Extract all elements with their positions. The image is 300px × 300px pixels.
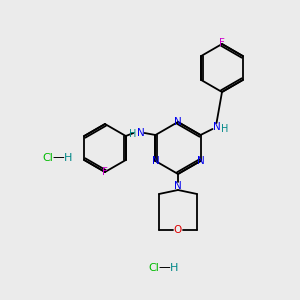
Text: N: N xyxy=(152,156,159,166)
Text: N: N xyxy=(136,128,144,138)
Text: H: H xyxy=(64,153,72,163)
Text: H: H xyxy=(170,263,178,273)
Text: N: N xyxy=(213,122,220,132)
Text: F: F xyxy=(102,167,108,177)
Text: N: N xyxy=(174,181,182,191)
Text: Cl: Cl xyxy=(148,263,159,273)
Text: —: — xyxy=(158,262,170,275)
Text: N: N xyxy=(174,117,182,127)
Text: Cl: Cl xyxy=(42,153,53,163)
Text: O: O xyxy=(174,225,182,235)
Text: —: — xyxy=(52,152,64,164)
Text: F: F xyxy=(219,38,225,48)
Text: H: H xyxy=(129,129,136,139)
Text: H: H xyxy=(221,124,228,134)
Text: N: N xyxy=(196,156,204,166)
